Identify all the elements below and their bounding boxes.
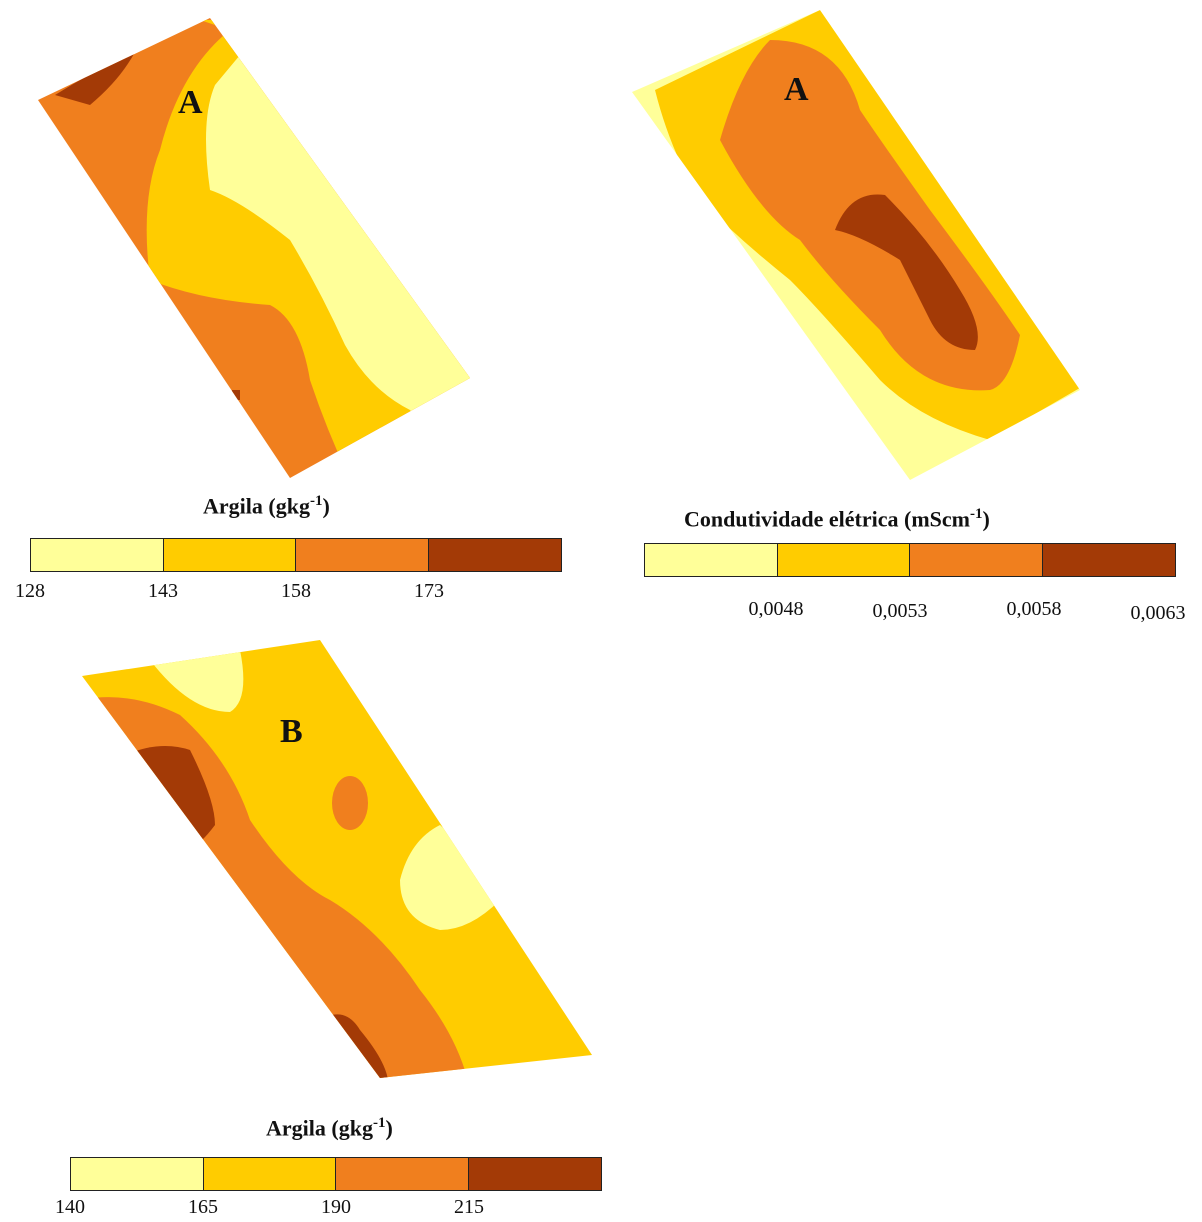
panel-letter: B xyxy=(280,713,303,750)
legend-tick: 0,0053 xyxy=(872,600,928,622)
legend-tick: 0,0063 xyxy=(1130,602,1186,624)
legend-swatch-class4 xyxy=(1042,544,1175,576)
zone-class4 xyxy=(835,194,978,350)
legend-title: Condutividade elétrica (mScm-1) xyxy=(684,506,990,532)
zone-class1 xyxy=(150,648,244,712)
legend-swatch-class4 xyxy=(428,539,561,571)
legend-swatch-class1 xyxy=(31,539,164,571)
zone-class1-east xyxy=(400,825,500,930)
zone-class4 xyxy=(55,52,135,105)
legend-tick: 0,0048 xyxy=(748,598,804,620)
legend-swatch-class3 xyxy=(296,539,429,571)
legend-tick: 165 xyxy=(188,1196,218,1218)
legend-tick: 190 xyxy=(321,1196,351,1218)
legend-swatch-class2 xyxy=(203,1158,336,1190)
zone-class3-spot xyxy=(332,776,368,830)
panel-letter: A xyxy=(784,71,809,108)
legend-swatch-class2 xyxy=(777,544,910,576)
legend-tick: 140 xyxy=(55,1196,85,1218)
legend-swatch-class3 xyxy=(910,544,1043,576)
legend-tick: 215 xyxy=(454,1196,484,1218)
legend-swatch-class2 xyxy=(163,539,296,571)
panel-letter: A xyxy=(178,84,203,121)
map-argila-a xyxy=(38,18,470,478)
legend-swatch-class4 xyxy=(468,1158,601,1190)
legend-color-bar xyxy=(30,538,562,572)
legend-title: Argila (gkg-1) xyxy=(203,493,330,519)
legend-tick: 158 xyxy=(281,580,311,602)
legend-tick: 173 xyxy=(414,580,444,602)
legend-title: Argila (gkg-1) xyxy=(266,1115,393,1141)
zone-class2 xyxy=(82,640,592,1078)
legend-color-bar xyxy=(70,1157,602,1191)
legend-tick: 143 xyxy=(148,580,178,602)
legend-swatch-class3 xyxy=(336,1158,469,1190)
legend-swatch-class1 xyxy=(645,544,778,576)
legend-tick: 0,0058 xyxy=(1006,598,1062,620)
map-argila-b xyxy=(82,640,592,1078)
legend-color-bar xyxy=(644,543,1176,577)
map-condutividade-a xyxy=(632,10,1080,480)
legend-tick: 128 xyxy=(15,580,45,602)
legend-swatch-class1 xyxy=(71,1158,204,1190)
zone-class4-small xyxy=(232,390,240,400)
